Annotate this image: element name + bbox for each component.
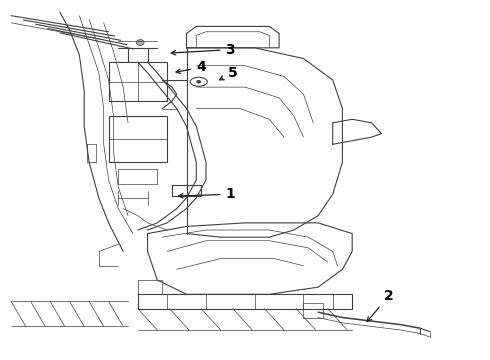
Text: 2: 2	[367, 289, 393, 321]
Bar	[303, 303, 323, 318]
Text: 1: 1	[178, 187, 235, 201]
Bar	[109, 62, 167, 102]
Circle shape	[196, 80, 201, 84]
Text: 5: 5	[220, 66, 238, 80]
Bar	[118, 169, 157, 184]
Bar	[172, 185, 201, 196]
Text: 3: 3	[171, 42, 235, 57]
Bar	[109, 116, 167, 162]
Circle shape	[136, 40, 144, 45]
Text: 4: 4	[176, 60, 206, 75]
